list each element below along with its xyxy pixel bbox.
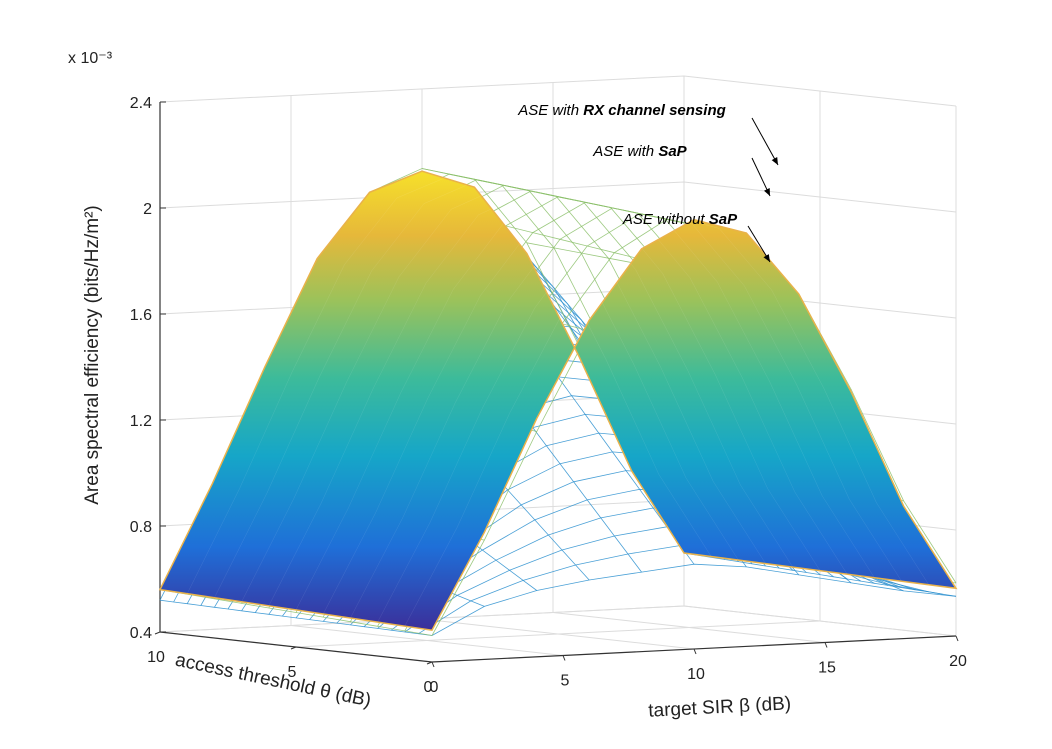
axis-ticks: 0 5 10 15 20 0 5 10 0.4 0.8 1.2 1.6 2 2.4 [130, 95, 967, 696]
arrowhead [764, 188, 770, 196]
z-tick-label: 0.4 [130, 625, 152, 642]
surface-contour [268, 190, 794, 606]
surface-contour [404, 214, 930, 627]
arrowhead [763, 254, 770, 262]
surface-contour [214, 180, 739, 598]
x-tick-label: 15 [818, 660, 836, 677]
annotation-arrow [751, 117, 779, 166]
x-axis-label: target SIR β (dB) [648, 693, 792, 721]
z-axis-label: Area spectral efficiency (bits/Hz/m²) [82, 205, 103, 505]
arrowhead [771, 157, 778, 165]
y-tick-mark [154, 631, 161, 635]
z-scale-label: x 10⁻³ [68, 50, 113, 67]
z-tick-label: 1.6 [130, 307, 152, 324]
x-tick-label: 0 [430, 679, 439, 696]
series-surface-parula [158, 170, 958, 632]
surface-contour [377, 209, 902, 623]
x-tick-label: 10 [687, 666, 705, 683]
surface-contour [350, 204, 875, 619]
z-tick-label: 0.8 [130, 519, 152, 536]
z-tick-label: 2.4 [130, 95, 152, 112]
y-tick-label: 0 [424, 679, 433, 696]
y-tick-mark [290, 646, 297, 650]
y-axis-label: access threshold θ (dB) [173, 650, 373, 712]
y-tick-label: 10 [147, 649, 165, 666]
surface-contour [241, 185, 766, 602]
grid-line [295, 620, 821, 648]
x-tick-label: 20 [949, 653, 967, 670]
mesh-line [159, 599, 433, 636]
mesh-line [159, 589, 433, 636]
surface-contour [295, 195, 821, 611]
x-tick-mark [562, 655, 566, 661]
z-tick-label: 2 [143, 201, 152, 218]
x-tick-label: 5 [561, 673, 570, 690]
x-tick-mark [693, 648, 697, 655]
annotation-3: ASE without SaP [622, 211, 738, 228]
grid-line [159, 605, 957, 637]
surface-contour [322, 200, 848, 615]
surface-contour [186, 175, 712, 594]
y-tick-mark [426, 661, 433, 665]
annotations: ASE with RX channel sensing ASE with SaP A… [517, 102, 779, 263]
x-tick-mark [824, 642, 828, 648]
grid-line [159, 75, 957, 107]
surface-patch [158, 170, 958, 632]
annotation-2: ASE with SaP [592, 143, 687, 160]
y-tick-label: 5 [288, 664, 297, 681]
mesh-line [683, 552, 957, 597]
x-tick-mark [955, 635, 959, 642]
z-tick-label: 1.2 [130, 413, 152, 430]
annotation-1: ASE with RX channel sensing [517, 102, 726, 119]
grid-line [159, 181, 957, 213]
x-tick-mark [431, 661, 435, 668]
surfaces [158, 168, 958, 636]
